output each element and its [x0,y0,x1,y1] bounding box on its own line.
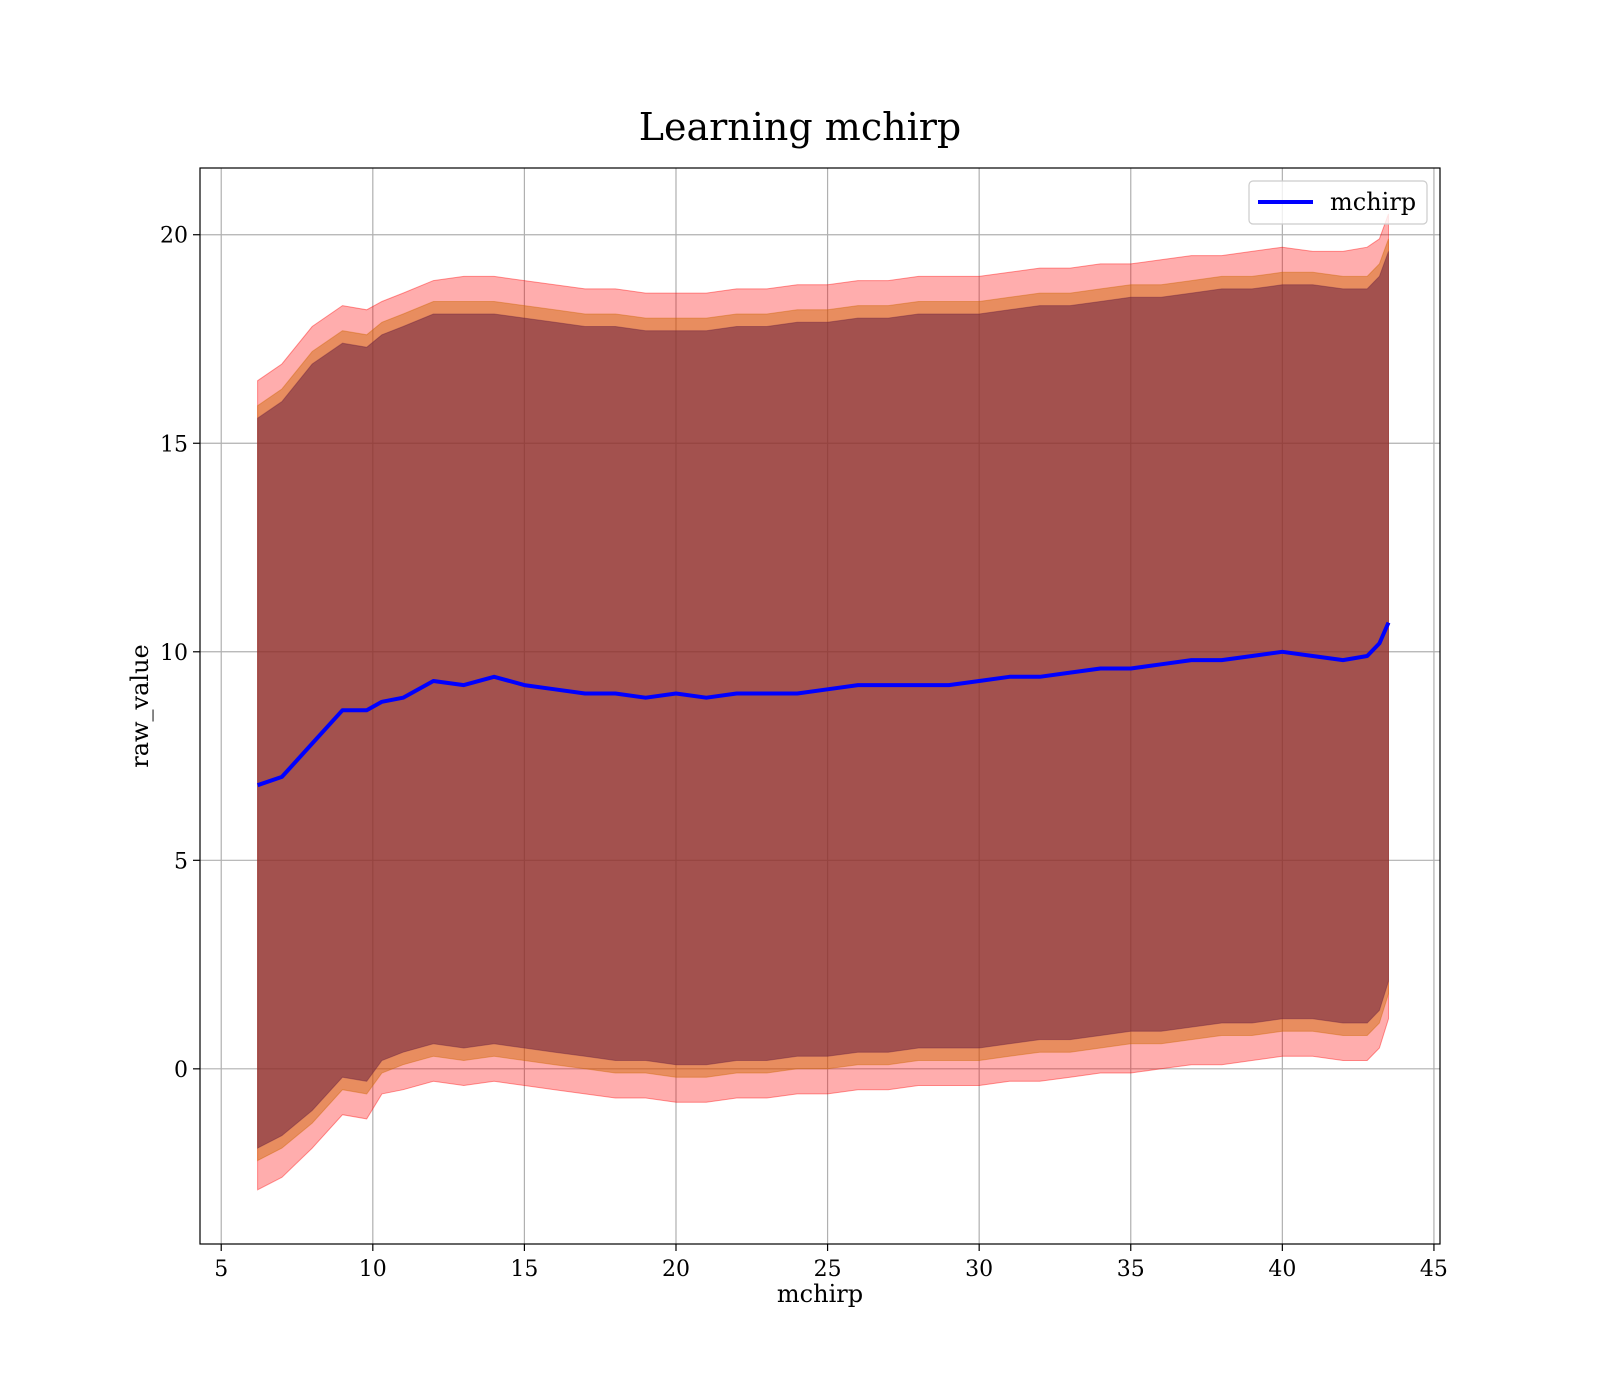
plot-frame [199,167,1441,1245]
legend-entry-mchirp: mchirp [1330,188,1416,216]
x-tick-label: 20 [662,1257,690,1282]
y-tick-label: 0 [174,1058,188,1083]
y-tick-label: 10 [160,641,188,666]
y-ticks: 0 5 10 15 20 [160,224,200,1083]
legend: mchirp [1248,180,1428,225]
series-line-mchirp [256,621,1391,788]
x-tick-label: 30 [965,1257,993,1282]
x-tick-label: 25 [814,1257,842,1282]
x-axis-label: mchirp [777,1280,863,1308]
chart-title: Learning mchirp [639,105,961,149]
inner-band [257,251,1389,1149]
x-tick-label: 10 [359,1257,387,1282]
x-tick-label: 45 [1420,1257,1448,1282]
y-tick-label: 20 [160,224,188,249]
legend-box [1248,180,1428,225]
series-lines [256,621,1391,788]
y-tick-label: 5 [174,849,188,874]
x-tick-label: 35 [1117,1257,1145,1282]
x-tick-label: 15 [510,1257,538,1282]
x-tick-label: 40 [1268,1257,1296,1282]
confidence-bands [257,213,1389,1191]
y-tick-label: 15 [160,432,188,457]
y-axis-label: raw_value [126,644,154,768]
x-tick-label: 5 [214,1257,228,1282]
x-ticks: 5 10 15 20 25 30 35 40 45 [214,1244,1448,1282]
